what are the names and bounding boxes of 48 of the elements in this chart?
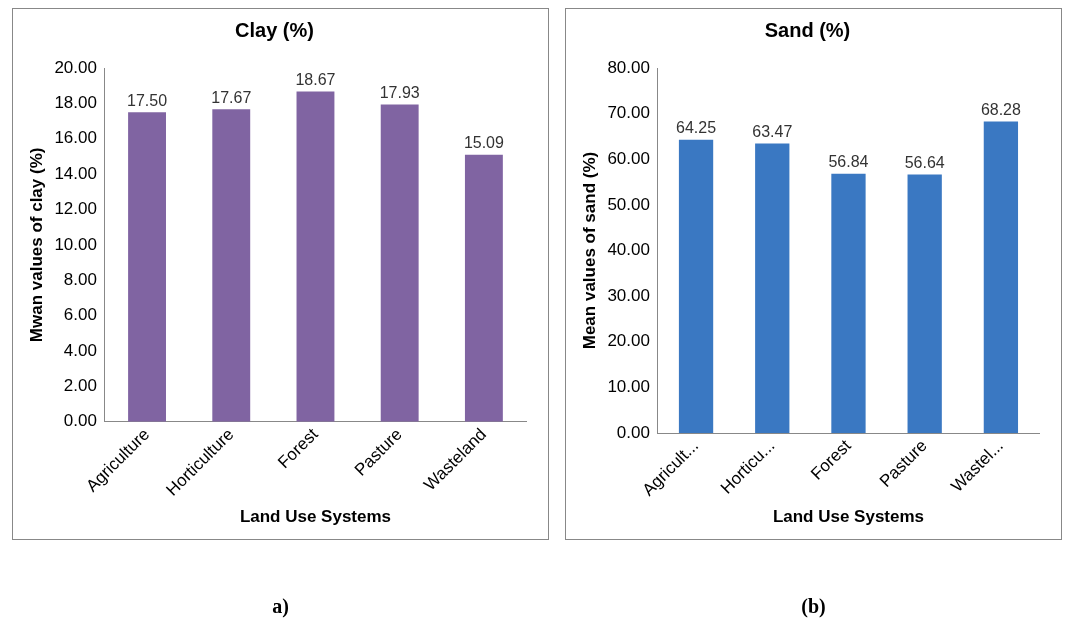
y-tick-label: 0.00	[63, 411, 97, 431]
y-tick-label: 6.00	[63, 305, 97, 325]
bar	[678, 139, 714, 434]
y-tick-label: 10.00	[607, 377, 650, 397]
y-tick-label: 2.00	[63, 376, 97, 396]
y-tick-label: 12.00	[54, 199, 97, 219]
bar	[212, 109, 251, 422]
bar	[755, 143, 790, 434]
data-label: 68.28	[980, 100, 1022, 118]
y-tick-label: 40.00	[607, 240, 650, 260]
x-axis-title: Land Use Systems	[772, 507, 925, 527]
y-axis-title: Mwan values of clay (%)	[26, 147, 46, 343]
y-axis-title: Mean values of sand (%)	[579, 151, 599, 350]
x-axis-title: Land Use Systems	[239, 507, 392, 527]
bar	[464, 154, 503, 422]
y-tick-label: 10.00	[54, 234, 97, 254]
data-label: 18.67	[295, 70, 336, 88]
chart-title: Clay (%)	[235, 18, 314, 41]
y-tick-label: 70.00	[607, 103, 650, 123]
data-label: 64.25	[676, 119, 717, 137]
y-tick-label: 80.00	[607, 57, 650, 77]
bar	[831, 173, 866, 434]
y-tick-label: 20.00	[54, 57, 97, 77]
text: a)	[272, 595, 289, 618]
bar	[128, 112, 166, 422]
data-label: 15.09	[463, 134, 505, 152]
y-tick-label: 60.00	[607, 148, 650, 168]
y-tick-label: 16.00	[54, 128, 97, 148]
data-label: 63.47	[752, 122, 793, 140]
data-label: 17.93	[379, 84, 420, 102]
text: (b)	[801, 595, 826, 618]
data-label: 17.50	[127, 91, 168, 109]
y-tick-label: 18.00	[54, 93, 97, 113]
data-label: 56.84	[828, 153, 869, 171]
bar	[983, 121, 1019, 434]
bar	[296, 91, 335, 422]
y-tick-label: 14.00	[54, 163, 97, 183]
y-tick-label: 20.00	[607, 331, 650, 351]
data-label: 56.64	[904, 154, 945, 172]
chart-title: Sand (%)	[764, 18, 851, 41]
y-tick-label: 50.00	[607, 194, 650, 214]
bar	[380, 104, 419, 422]
y-tick-label: 30.00	[607, 285, 650, 305]
bar	[907, 174, 942, 434]
y-tick-label: 0.00	[616, 422, 650, 442]
y-tick-label: 8.00	[63, 269, 97, 289]
y-tick-label: 4.00	[63, 340, 97, 360]
data-label: 17.67	[211, 88, 252, 106]
